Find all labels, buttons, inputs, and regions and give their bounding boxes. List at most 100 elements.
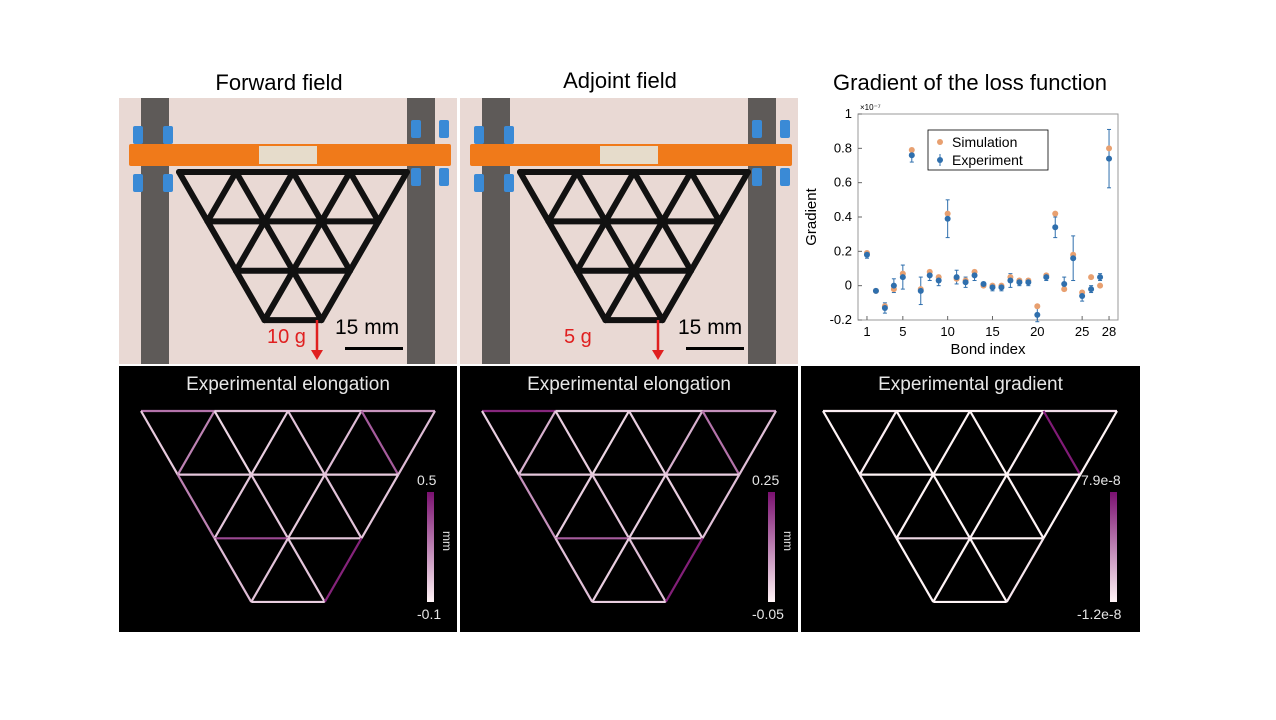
ytick-label: 0.6 bbox=[834, 175, 852, 190]
bond-9 bbox=[969, 410, 1008, 476]
bond-21 bbox=[1042, 474, 1082, 539]
colorbar-forward-min: -0.1 bbox=[417, 606, 442, 622]
panel-adjoint-elongation: Experimental elongation 0.25 -0.05 mm bbox=[460, 366, 798, 632]
bond-6 bbox=[517, 410, 557, 476]
rod-5 bbox=[176, 169, 211, 225]
rod-26 bbox=[631, 267, 666, 324]
rod-16 bbox=[204, 218, 239, 274]
bond-10 bbox=[1005, 410, 1045, 476]
bond-12 bbox=[738, 410, 777, 476]
exp-point-16 bbox=[998, 284, 1005, 291]
bond-20 bbox=[664, 474, 704, 539]
rod-10 bbox=[318, 169, 353, 225]
bond-7 bbox=[895, 410, 935, 476]
bond-25 bbox=[250, 537, 289, 603]
clip-4 bbox=[411, 120, 421, 138]
exp-point-3 bbox=[881, 304, 888, 311]
rod-9 bbox=[631, 169, 666, 225]
bond-26 bbox=[969, 537, 1008, 603]
bond-19 bbox=[628, 474, 667, 539]
gradient-chart-svg: -0.200.20.40.60.811 5 10 15 20 25 28×10⁻⁷Bond … bbox=[803, 103, 1119, 358]
bond-21 bbox=[701, 474, 741, 539]
rod-19 bbox=[631, 218, 666, 274]
exp-point-13 bbox=[971, 272, 978, 279]
network-forward bbox=[140, 409, 436, 604]
exp-point-12 bbox=[962, 279, 969, 286]
bond-17 bbox=[895, 474, 935, 539]
y-exponent: ×10⁻⁷ bbox=[860, 103, 881, 112]
rod-7 bbox=[574, 169, 609, 225]
bond-20 bbox=[323, 474, 363, 539]
post-right bbox=[748, 98, 776, 364]
sim-point-10 bbox=[944, 210, 951, 217]
bond-24 bbox=[554, 537, 594, 603]
colorbar bbox=[768, 492, 775, 602]
rod-27 bbox=[659, 267, 694, 324]
scale-bar-adjoint bbox=[686, 347, 744, 350]
photo-forward-drawing bbox=[119, 98, 457, 364]
bond-25 bbox=[932, 537, 971, 603]
rod-27 bbox=[318, 267, 353, 324]
clip-2 bbox=[504, 126, 514, 144]
x-axis-label: Bond index bbox=[950, 341, 1026, 358]
rod-25 bbox=[261, 267, 296, 324]
colorbar-gradient-min: -1.2e-8 bbox=[1077, 606, 1122, 622]
photo-forward: 10 g 15 mm bbox=[119, 98, 457, 364]
bond-27 bbox=[1005, 537, 1045, 603]
photo-adjoint-drawing bbox=[460, 98, 798, 364]
panel-forward-title: Experimental elongation bbox=[186, 374, 390, 395]
bond-5 bbox=[481, 410, 520, 476]
clip-1 bbox=[133, 174, 143, 192]
load-label-forward: 10 g bbox=[267, 326, 306, 348]
bond-27 bbox=[323, 537, 363, 603]
bond-9 bbox=[287, 410, 326, 476]
exp-point-19 bbox=[1025, 279, 1032, 286]
clip-6 bbox=[439, 120, 449, 138]
rod-25 bbox=[602, 267, 637, 324]
legend-exp-label: Experiment bbox=[952, 152, 1023, 168]
rod-17 bbox=[233, 218, 268, 274]
sim-point-26 bbox=[1088, 274, 1095, 281]
scale-label-forward: 15 mm bbox=[335, 316, 400, 339]
sim-point-27 bbox=[1097, 282, 1104, 289]
rod-10 bbox=[659, 169, 694, 225]
sim-point-6 bbox=[908, 147, 915, 154]
colorbar bbox=[1110, 492, 1117, 602]
exp-point-8 bbox=[926, 272, 933, 279]
sim-point-20 bbox=[1034, 303, 1041, 310]
clip-0 bbox=[474, 126, 484, 144]
colorbar-adjoint-unit: mm bbox=[781, 531, 795, 551]
exp-point-24 bbox=[1070, 255, 1077, 262]
rod-12 bbox=[716, 169, 751, 225]
rod-19 bbox=[290, 218, 325, 274]
rod-26 bbox=[290, 267, 325, 324]
bond-10 bbox=[323, 410, 363, 476]
ytick-label: 0.2 bbox=[834, 243, 852, 258]
xtick-label: 10 bbox=[940, 324, 954, 339]
ytick-label: -0.2 bbox=[830, 312, 852, 327]
bond-6 bbox=[176, 410, 216, 476]
clip-4 bbox=[752, 120, 762, 138]
clip-5 bbox=[411, 168, 421, 186]
bond-12 bbox=[397, 410, 436, 476]
post-right bbox=[407, 98, 435, 364]
load-arrowhead bbox=[652, 350, 664, 360]
bond-27 bbox=[664, 537, 704, 603]
photo-adjoint: 5 g 15 mm bbox=[460, 98, 798, 364]
colorbar-adjoint-max: 0.25 bbox=[752, 472, 780, 488]
bond-16 bbox=[176, 474, 216, 539]
network-gradient bbox=[822, 409, 1118, 604]
bond-7 bbox=[213, 410, 253, 476]
exp-point-11 bbox=[953, 274, 960, 281]
clip-3 bbox=[163, 174, 173, 192]
rod-6 bbox=[545, 169, 580, 225]
bond-8 bbox=[250, 410, 289, 476]
rod-20 bbox=[659, 218, 694, 274]
colorbar-adjoint-min: -0.05 bbox=[752, 606, 784, 622]
bond-11 bbox=[1042, 410, 1082, 476]
exp-point-22 bbox=[1052, 224, 1059, 231]
xtick-label: 5 bbox=[899, 324, 906, 339]
xtick-label: 15 bbox=[985, 324, 999, 339]
rod-11 bbox=[347, 169, 382, 225]
xtick-label: 20 bbox=[1030, 324, 1044, 339]
